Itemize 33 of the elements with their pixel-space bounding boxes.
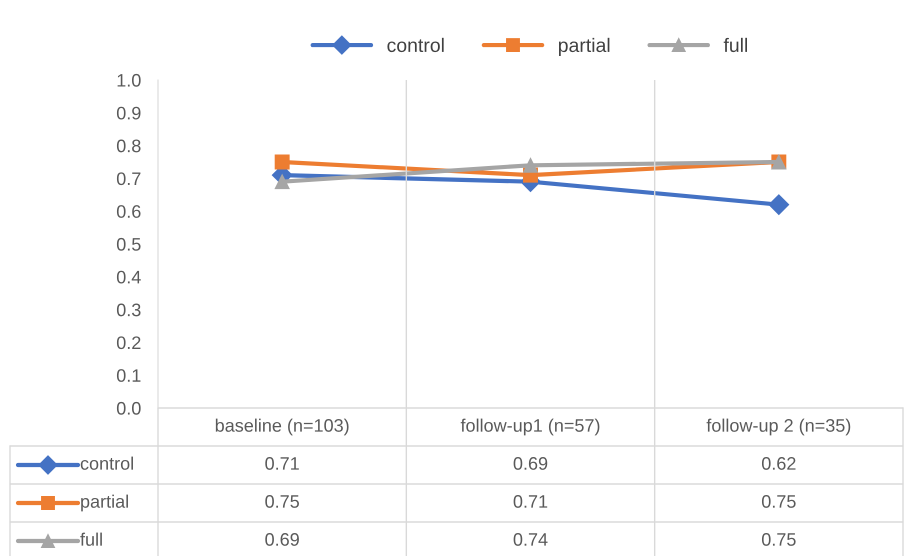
y-tick-label: 0.6 bbox=[116, 205, 141, 218]
x-tick-label: follow-up 2 (n=35) bbox=[706, 418, 850, 436]
y-tick-label: 0.8 bbox=[116, 140, 141, 152]
y-tick-label: 0.7 bbox=[116, 172, 140, 186]
data-label: 0.62 bbox=[762, 457, 796, 470]
point bbox=[768, 194, 790, 215]
y-tick-label: 0.0 bbox=[116, 402, 141, 415]
data-label: 0.75 bbox=[762, 495, 796, 508]
y-tick-label: 0.4 bbox=[116, 270, 141, 284]
y-tick-label: 0.5 bbox=[116, 238, 141, 251]
legend-label: partial bbox=[558, 38, 610, 56]
y-tick-label: 1.0 bbox=[118, 74, 141, 87]
point bbox=[274, 154, 290, 170]
point bbox=[523, 158, 538, 173]
data-label: 0.74 bbox=[514, 533, 548, 546]
legend-label: full bbox=[724, 38, 748, 52]
x-tick-label: baseline (n=103) bbox=[216, 418, 349, 436]
text: full bbox=[80, 532, 102, 546]
text: control bbox=[80, 456, 133, 470]
data-label: 0.69 bbox=[514, 457, 548, 470]
data-label: 0.71 bbox=[265, 457, 299, 470]
data-label: 0.71 bbox=[514, 495, 548, 508]
data-label: 0.75 bbox=[265, 495, 299, 508]
y-tick-label: 0.2 bbox=[116, 336, 140, 350]
point bbox=[274, 174, 290, 190]
y-tick-label: 0.9 bbox=[116, 106, 140, 120]
legend-label: control bbox=[387, 38, 444, 52]
y-tick-label: 0.3 bbox=[116, 304, 141, 316]
x-tick-label: follow-up1 (n=57) bbox=[460, 418, 600, 436]
data-label: 0.75 bbox=[762, 533, 796, 546]
data-label: 0.69 bbox=[265, 533, 299, 546]
y-tick-label: 0.1 bbox=[116, 369, 140, 382]
text: partial bbox=[81, 494, 128, 512]
